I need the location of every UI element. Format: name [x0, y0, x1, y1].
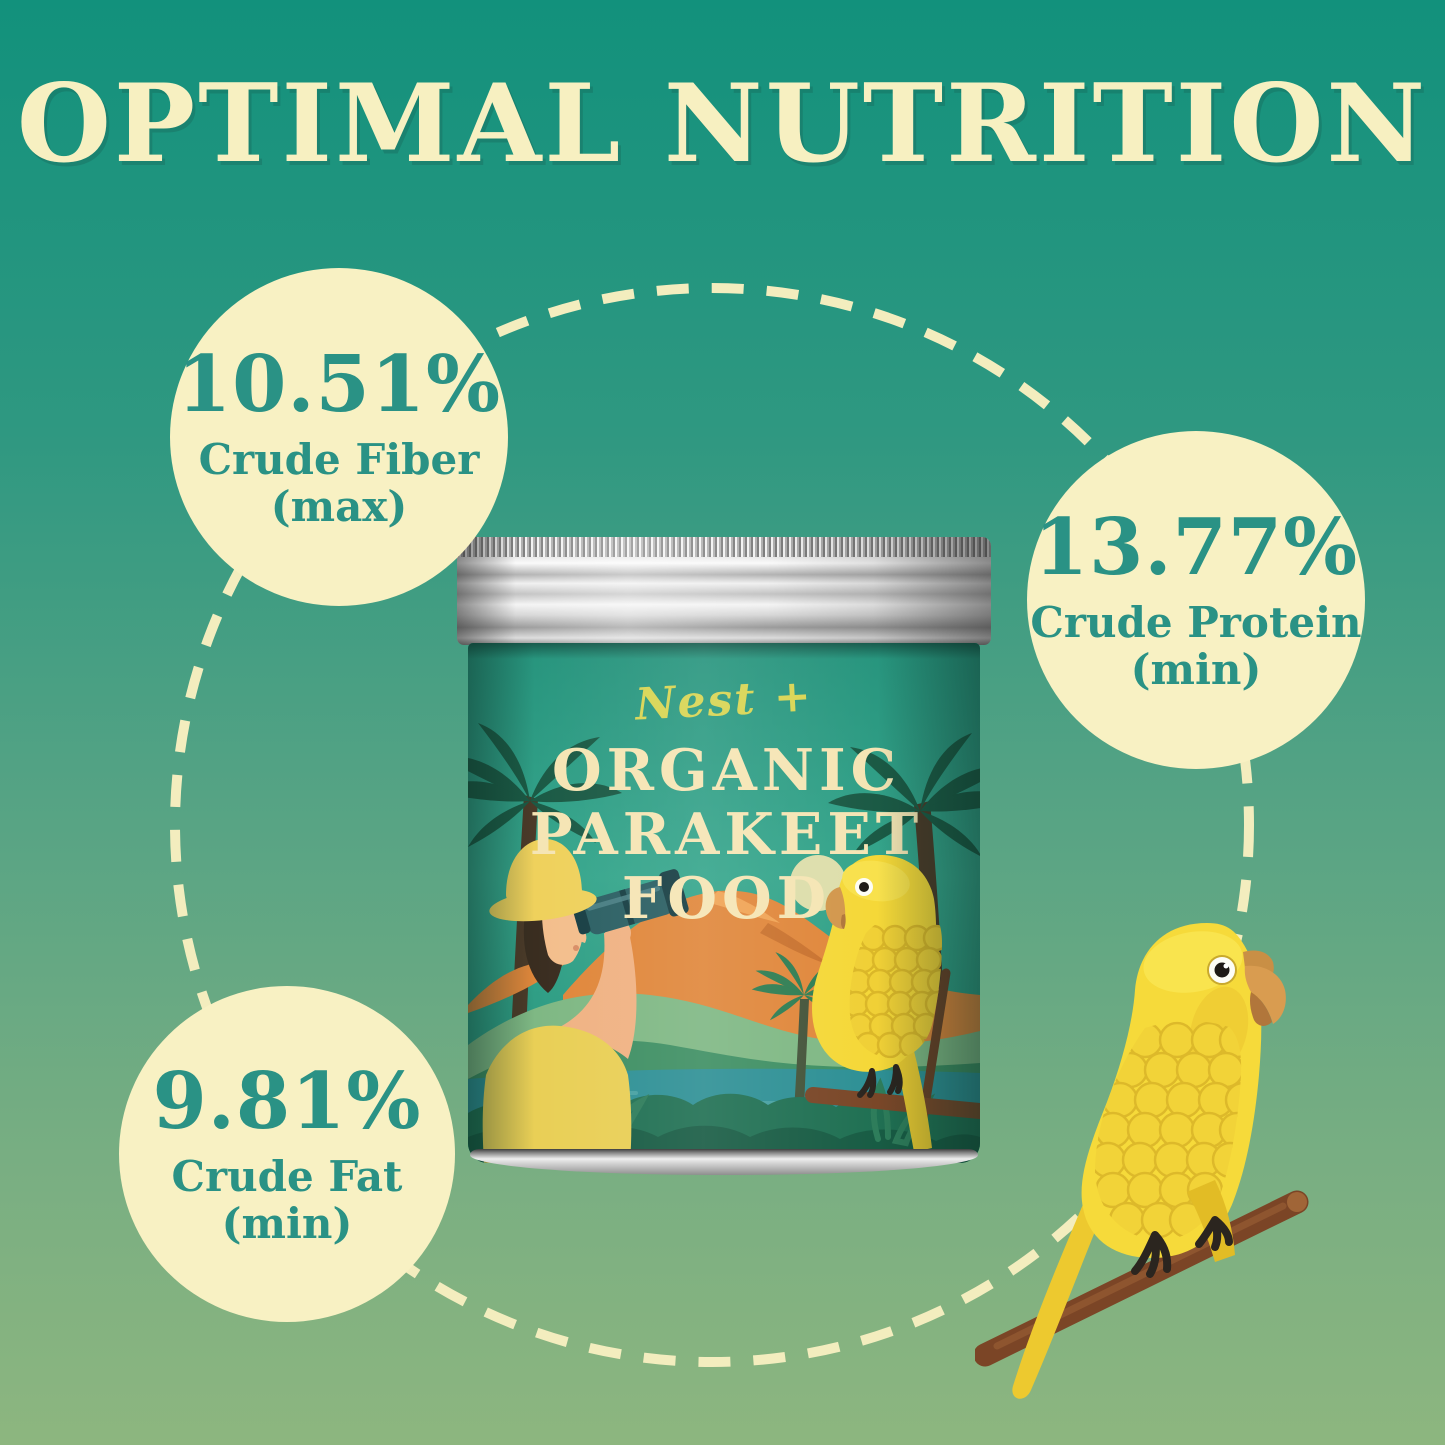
binoculars-icon [573, 869, 689, 935]
foot-icon [887, 1064, 903, 1095]
product-name: ORGANIC PARAKEET FOOD [468, 739, 980, 930]
stat-label: Crude Protein [1030, 597, 1362, 647]
foot-icon [1131, 1231, 1172, 1278]
parakeet-body [1012, 923, 1286, 1399]
stat-label: Crude Fiber [198, 434, 480, 484]
beak-icon [1244, 965, 1286, 1024]
product-name-line: ORGANIC [551, 737, 902, 804]
stat-circle-crude-protein: 13.77% Crude Protein (min) [1027, 431, 1365, 769]
lid-ribs [457, 557, 991, 645]
product-name-line: FOOD [621, 864, 832, 932]
arm [560, 933, 637, 1059]
product-name-line: PARAKEET [529, 800, 924, 868]
person-with-binoculars-icon [482, 839, 689, 1163]
stat-circle-crude-fat: 9.81% Crude Fat (min) [119, 986, 455, 1322]
product-can: Nest + ORGANIC PARAKEET FOOD [457, 537, 991, 1182]
can-bottom-rim [470, 1149, 978, 1175]
stat-value: 9.81% [152, 1055, 422, 1147]
can-label: Nest + ORGANIC PARAKEET FOOD [468, 643, 980, 1163]
wing-feathers [1095, 1021, 1242, 1239]
stat-qualifier: (min) [1130, 645, 1262, 694]
beak-icon [825, 887, 846, 929]
branch-icon [805, 1087, 980, 1119]
label-parakeet-icon [812, 855, 942, 1152]
lid-knurl-edge [457, 537, 991, 557]
stat-qualifier: (min) [221, 1199, 353, 1248]
page-title: OPTIMAL NUTRITION [16, 61, 1429, 187]
tail-feathers [1012, 1195, 1107, 1399]
parakeet-illustration [975, 923, 1309, 1399]
stat-value: 13.77% [1033, 501, 1359, 593]
stat-label: Crude Fat [171, 1151, 403, 1201]
label-scene-illustration [468, 643, 980, 1163]
foot-icon [1195, 1216, 1233, 1251]
can-lid [457, 537, 991, 645]
foot-icon [857, 1068, 877, 1098]
small-palm-icon [751, 952, 855, 1113]
stat-circle-crude-fiber: 10.51% Crude Fiber (max) [170, 268, 508, 606]
shirt [482, 1025, 632, 1163]
stat-qualifier: (max) [270, 482, 408, 531]
stat-value: 10.51% [176, 338, 502, 430]
